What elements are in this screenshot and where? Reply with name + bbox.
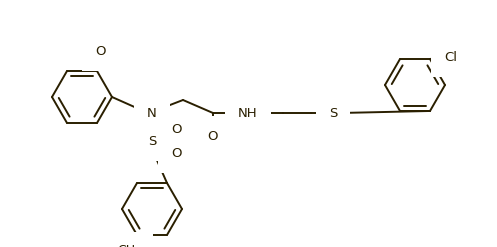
Text: N: N <box>147 106 157 120</box>
Text: O: O <box>208 129 218 143</box>
Text: S: S <box>148 135 156 147</box>
Text: O: O <box>95 44 105 58</box>
Text: NH: NH <box>238 106 258 120</box>
Text: O: O <box>171 146 181 160</box>
Text: Cl: Cl <box>444 51 457 63</box>
Text: CH₃: CH₃ <box>117 245 141 247</box>
Text: O: O <box>171 123 181 136</box>
Text: S: S <box>329 106 337 120</box>
